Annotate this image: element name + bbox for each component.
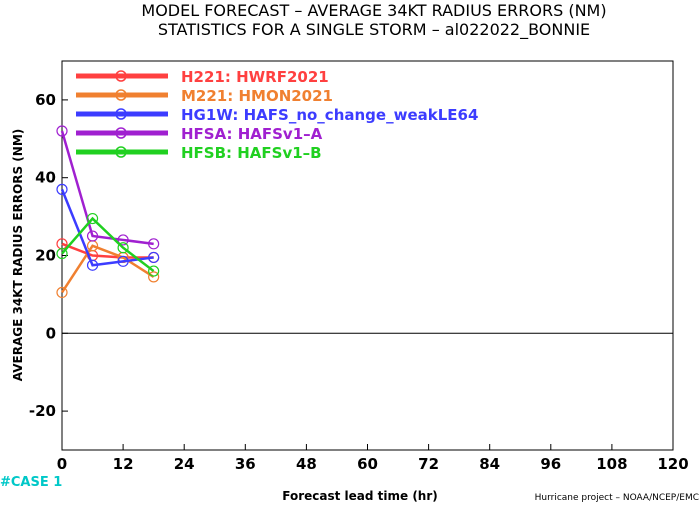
x-tick-label: 0: [57, 455, 67, 473]
legend-entry: HFSB: HAFSv1–B: [76, 144, 322, 162]
data-point: [86, 230, 99, 242]
x-tick-label: 36: [235, 455, 256, 473]
legend-marker: [115, 70, 127, 82]
data-point: [56, 286, 68, 299]
x-axis-ticks: 0 12 24 36 48 60 72 84 96 108 120: [57, 444, 689, 473]
series-4: [56, 125, 160, 250]
legend-entry: HFSA: HAFSv1–A: [76, 125, 323, 143]
data-point: [117, 242, 129, 254]
legend-entry: H221: HWRF2021: [76, 68, 329, 86]
data-point: [148, 238, 160, 250]
x-tick-label: 72: [418, 455, 439, 473]
legend-label: HFSA: HAFSv1–A: [181, 125, 323, 143]
chart-subtitle: STATISTICS FOR A SINGLE STORM – al022022…: [158, 20, 590, 40]
legend-marker: [115, 108, 127, 120]
x-axis-label: Forecast lead time (hr): [282, 489, 438, 503]
legend-entry: M221: HMON2021: [76, 87, 333, 105]
y-tick-label: -20: [29, 402, 56, 420]
legend-label: M221: HMON2021: [181, 87, 333, 105]
series-5: [56, 212, 160, 277]
data-point: [86, 259, 99, 271]
x-tick-label: 60: [357, 455, 378, 473]
y-axis-ticks: -20 0 20 40 60: [29, 91, 68, 420]
x-tick-label: 84: [479, 455, 500, 473]
x-tick-label: 12: [113, 455, 134, 473]
data-point: [148, 265, 160, 277]
data-point: [148, 251, 160, 264]
data-point: [56, 247, 68, 260]
data-point: [86, 212, 99, 225]
data-point: [148, 271, 160, 283]
series-line: [61, 242, 154, 259]
series-line: [60, 188, 154, 267]
legend-marker: [115, 89, 127, 101]
legend-label: HG1W: HAFS_no_change_weakLE64: [181, 106, 478, 124]
series-layer: [56, 125, 160, 299]
x-tick-label: 24: [174, 455, 195, 473]
legend-entry: HG1W: HAFS_no_change_weakLE64: [76, 106, 478, 124]
y-tick-label: 40: [35, 169, 56, 187]
data-point: [56, 183, 68, 195]
y-axis-label: AVERAGE 34KT RADIUS ERRORS (NM): [11, 129, 25, 381]
case-label: #CASE 1: [0, 475, 62, 490]
series-line: [61, 216, 155, 273]
chart-title: MODEL FORECAST – AVERAGE 34KT RADIUS ERR…: [141, 1, 606, 20]
data-point: [56, 125, 68, 137]
legend-marker: [115, 127, 127, 139]
series-line: [60, 244, 155, 294]
x-tick-label: 48: [296, 455, 317, 473]
data-point: [117, 255, 129, 267]
data-point: [117, 234, 129, 246]
y-tick-label: 60: [35, 91, 56, 109]
y-tick-label: 0: [46, 324, 56, 342]
legend-marker: [115, 146, 127, 158]
x-tick-label: 108: [596, 455, 627, 473]
series-line: [60, 130, 154, 246]
credit-text: Hurricane project – NOAA/NCEP/EMC: [535, 493, 699, 503]
y-tick-label: 20: [35, 247, 56, 265]
series-2: [56, 240, 160, 299]
x-tick-label: 120: [657, 455, 688, 473]
x-tick-label: 96: [540, 455, 561, 473]
legend-label: HFSB: HAFSv1–B: [181, 144, 322, 162]
legend-label: H221: HWRF2021: [181, 68, 329, 86]
